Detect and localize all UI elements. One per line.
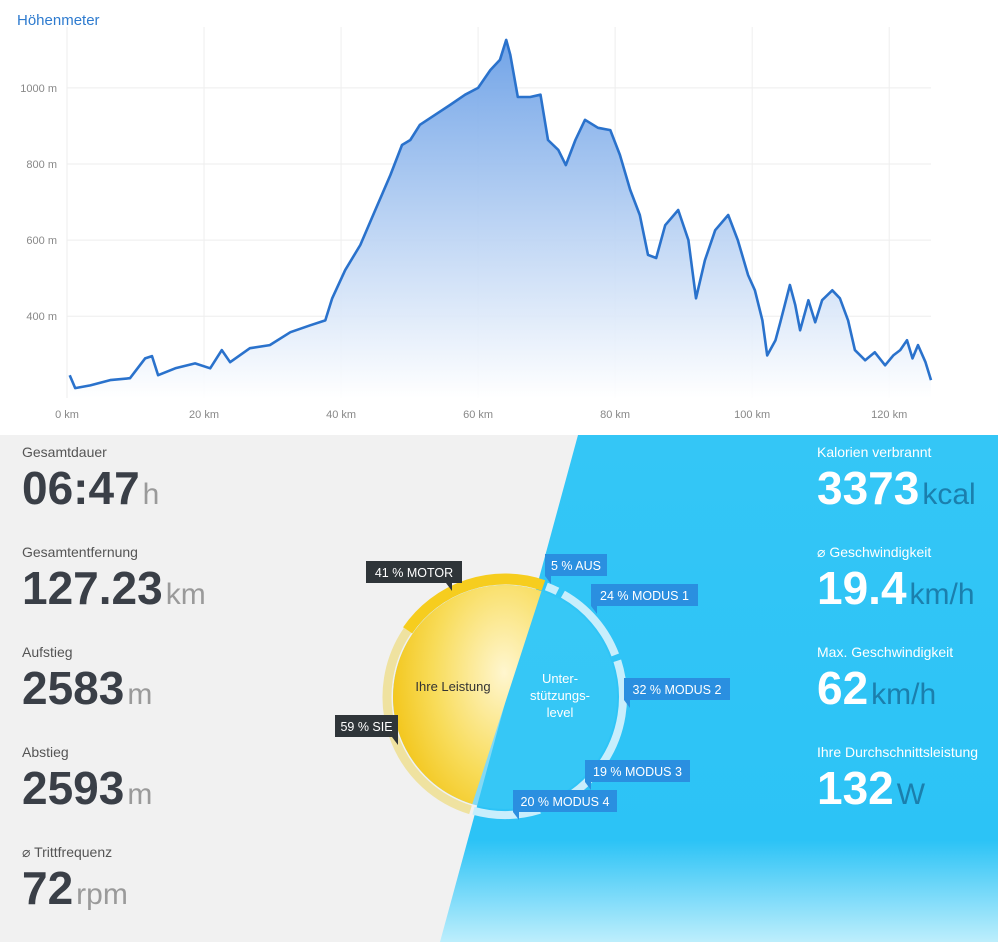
- callout-pointer: [392, 737, 398, 745]
- elevation-line: [68, 38, 933, 390]
- stat-label: Ihre Durchschnittsleistung: [817, 744, 978, 760]
- stat-unit: km/h: [871, 678, 936, 711]
- x-tick-label: 40 km: [326, 409, 356, 421]
- x-tick-label: 100 km: [734, 409, 770, 421]
- x-tick-label: 0 km: [55, 409, 79, 421]
- callout-label: 24 % MODUS 1: [600, 589, 689, 603]
- callout-label: 20 % MODUS 4: [521, 795, 610, 809]
- y-tick-label: 600 m: [26, 235, 57, 247]
- stat-value: 06:47 h: [22, 462, 159, 514]
- callout-pointer: [513, 812, 519, 820]
- callout-label: 59 % SIE: [340, 720, 392, 734]
- stat-label: Max. Geschwindigkeit: [817, 644, 953, 660]
- leistung-segment: [403, 573, 546, 634]
- x-tick-label: 120 km: [871, 409, 907, 421]
- stat-value: 19.4 km/h: [817, 562, 975, 614]
- y-tick-label: 800 m: [26, 159, 57, 171]
- stat-unit: rpm: [76, 878, 128, 911]
- stat-number: 132: [817, 762, 894, 814]
- stat-unit: km/h: [910, 578, 975, 611]
- stat-value: 72 rpm: [22, 862, 128, 914]
- stat-unit: kcal: [922, 478, 975, 511]
- stat-value: 2583 m: [22, 662, 152, 714]
- y-tick-label: 400 m: [26, 311, 57, 323]
- stat-number: 19.4: [817, 562, 907, 614]
- level-segment: [560, 590, 619, 657]
- level-label: Unter-: [542, 671, 578, 686]
- callout-box: [366, 561, 462, 583]
- stat-label: Gesamtentfernung: [22, 544, 138, 560]
- stat-label: Abstieg: [22, 744, 69, 760]
- stat-value: 3373 kcal: [817, 462, 976, 514]
- stat-unit: m: [127, 678, 152, 711]
- leistung-half: [393, 585, 542, 805]
- chart-title: Höhenmeter: [17, 12, 100, 29]
- callout-pointer: [545, 576, 551, 584]
- stat-label: ⌀ Trittfrequenz: [22, 844, 112, 860]
- callout-label: 32 % MODUS 2: [633, 683, 722, 697]
- y-tick-label: 1000 m: [20, 83, 57, 95]
- stat-label: Kalorien verbrannt: [817, 444, 932, 460]
- stat-value: 2593 m: [22, 762, 152, 814]
- level-label: level: [547, 705, 574, 720]
- callout-pointer: [624, 700, 630, 708]
- stat-label: Gesamtdauer: [22, 444, 107, 460]
- stat-value: 62 km/h: [817, 662, 936, 714]
- stat-number: 62: [817, 662, 868, 714]
- stat-number: 2593: [22, 762, 124, 814]
- stat-number: 2583: [22, 662, 124, 714]
- x-tick-label: 80 km: [600, 409, 630, 421]
- stat-label: ⌀ Geschwindigkeit: [817, 544, 931, 560]
- callout-pointer: [446, 583, 452, 591]
- callout-box: [624, 678, 730, 700]
- callout-pointer: [591, 606, 597, 614]
- stat-unit: m: [127, 778, 152, 811]
- callout-box: [513, 790, 617, 812]
- stat-unit: W: [897, 778, 926, 811]
- callout-label: 19 % MODUS 3: [593, 765, 682, 779]
- callout-pointer: [585, 782, 591, 790]
- level-segment: [597, 659, 627, 769]
- callout-label: 5 % AUS: [551, 559, 601, 573]
- stat-number: 06:47: [22, 462, 140, 514]
- x-tick-label: 60 km: [463, 409, 493, 421]
- level-label: stützungs-: [530, 688, 590, 703]
- elevation-area: [69, 39, 931, 399]
- callout-box: [335, 715, 398, 737]
- callout-box: [545, 554, 607, 576]
- leistung-label: Ihre Leistung: [415, 679, 490, 694]
- stat-value: 127.23 km: [22, 562, 206, 614]
- stat-value: 132 W: [817, 762, 926, 814]
- stat-unit: km: [166, 578, 206, 611]
- x-tick-label: 20 km: [189, 409, 219, 421]
- level-segment: [544, 582, 560, 595]
- stat-number: 127.23: [22, 562, 163, 614]
- callout-box: [591, 584, 698, 606]
- callout-box: [585, 760, 690, 782]
- stat-number: 72: [22, 862, 73, 914]
- stat-label: Aufstieg: [22, 644, 73, 660]
- stat-number: 3373: [817, 462, 919, 514]
- callout-label: 41 % MOTOR: [375, 566, 453, 580]
- stat-unit: h: [143, 478, 160, 511]
